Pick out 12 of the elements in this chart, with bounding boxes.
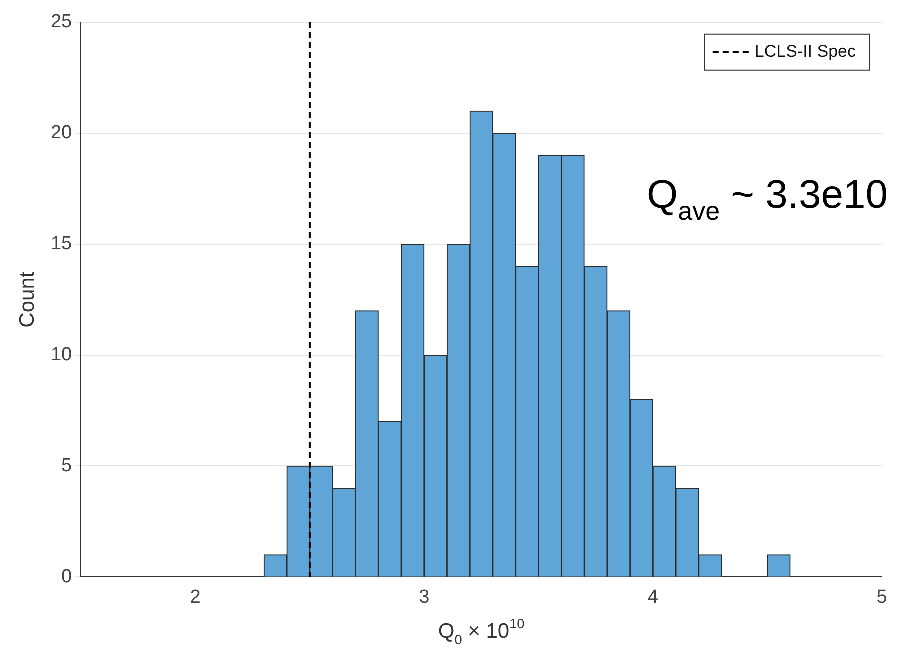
x-tick-label: 2	[190, 586, 201, 608]
x-tick-label: 5	[876, 586, 888, 608]
ref-line-label: LCLS-II Spec	[754, 42, 856, 62]
y-tick-label: 10	[50, 344, 72, 366]
y-tick-label: 15	[50, 234, 72, 255]
y-tick-label: 5	[62, 455, 72, 476]
y-tick-label: 25	[50, 12, 72, 33]
y-tick-label: 0	[62, 566, 72, 588]
x-tick-label: 4	[648, 586, 659, 608]
y-tick-label: 20	[50, 122, 72, 144]
x-tick-label: 3	[419, 586, 430, 608]
y-axis-title: Count	[16, 272, 39, 328]
